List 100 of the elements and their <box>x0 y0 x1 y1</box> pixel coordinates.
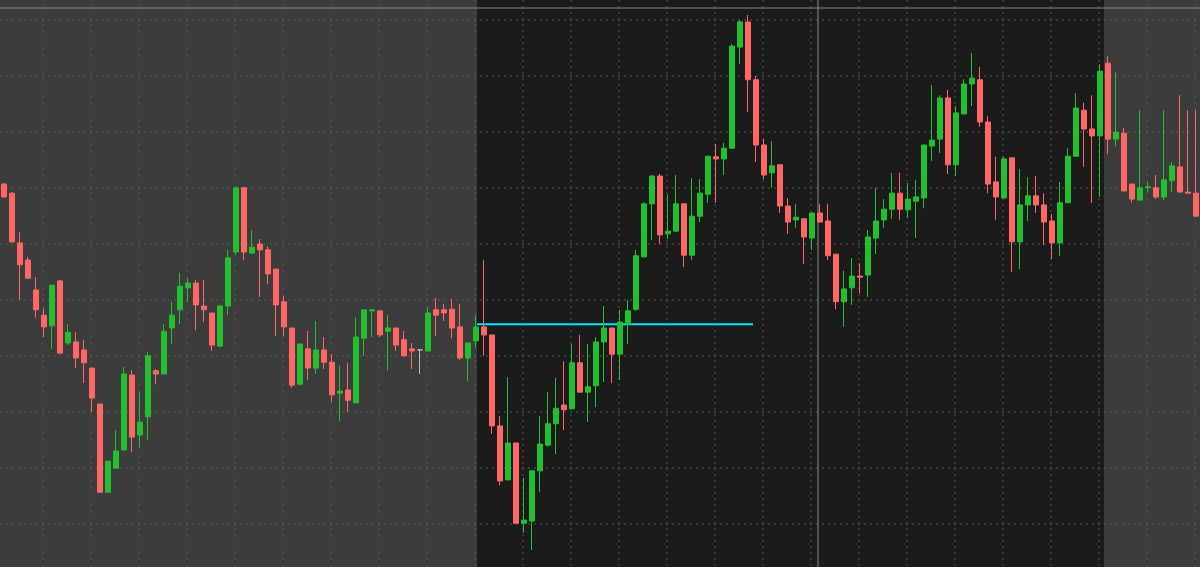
candlestick <box>1185 109 1191 194</box>
candlestick <box>1177 94 1183 193</box>
candlestick <box>593 336 599 408</box>
candlestick <box>433 297 439 337</box>
candlestick <box>681 203 687 268</box>
candlestick <box>65 323 71 346</box>
candlestick <box>481 259 487 357</box>
candlestick <box>177 272 183 325</box>
candlestick <box>569 343 575 410</box>
candlestick <box>457 303 463 361</box>
candlestick <box>321 336 327 370</box>
candlestick <box>185 277 191 303</box>
candlestick <box>1041 192 1047 246</box>
candlestick <box>825 203 831 261</box>
candlestick <box>513 442 519 524</box>
candlestick <box>329 353 335 403</box>
candlestick <box>1137 109 1143 201</box>
candlestick <box>641 201 647 259</box>
candlestick <box>873 187 879 255</box>
candlestick <box>849 257 855 306</box>
candlestick <box>113 429 119 469</box>
candlestick <box>985 115 991 194</box>
candlestick <box>673 174 679 233</box>
candlestick <box>777 164 783 214</box>
candlestick <box>809 212 815 251</box>
candlestick <box>585 343 591 423</box>
candlestick <box>153 368 159 385</box>
candlestick <box>1121 127 1127 192</box>
candlestick <box>705 155 711 204</box>
candlestick <box>841 270 847 328</box>
candlestick <box>105 460 111 493</box>
candlestick <box>977 66 983 128</box>
candlestick <box>1169 161 1175 193</box>
candlestick <box>257 238 263 298</box>
candlestick <box>857 262 863 294</box>
candlestick <box>225 249 231 316</box>
candlestick <box>817 203 823 223</box>
candlestick <box>417 349 423 375</box>
candlestick <box>609 327 615 384</box>
candlestick <box>921 144 927 209</box>
candlestick <box>649 174 655 241</box>
candlestick <box>601 305 607 383</box>
candlestick <box>617 309 623 381</box>
candlestick <box>1161 109 1167 201</box>
candlestick <box>489 334 495 435</box>
candlestick <box>377 310 383 338</box>
candlestick <box>1153 174 1159 200</box>
candlestick <box>713 143 719 204</box>
candlestick <box>953 105 959 177</box>
candlestick <box>41 307 47 338</box>
candlestick <box>73 331 79 369</box>
candlestick <box>537 415 543 493</box>
candlestick <box>505 376 511 481</box>
candlestick <box>745 14 751 113</box>
candlestick <box>769 140 775 189</box>
candlestick <box>249 229 255 255</box>
candlestick <box>625 299 631 345</box>
candlestick <box>425 306 431 352</box>
candlestick <box>1049 213 1055 260</box>
candlestick <box>1017 168 1023 270</box>
candlestick <box>969 52 975 107</box>
candlestick <box>449 298 455 339</box>
candlestick <box>993 156 999 221</box>
candlestick <box>529 470 535 551</box>
candlestick <box>721 142 727 176</box>
candlestick <box>697 178 703 223</box>
candlestick <box>577 334 583 393</box>
candlestick <box>1009 157 1015 273</box>
candlestick <box>281 295 287 337</box>
candlestick <box>657 173 663 245</box>
candlestick <box>353 317 359 404</box>
candlestick <box>145 351 151 441</box>
candlestick <box>1057 181 1063 257</box>
candlestick <box>961 78 967 115</box>
candlestick <box>833 253 839 310</box>
candlestick <box>785 197 791 235</box>
candlestick <box>137 391 143 449</box>
candlestick <box>801 218 807 265</box>
candlestick <box>521 477 527 534</box>
candlestick <box>393 327 399 352</box>
candlestick <box>409 342 415 370</box>
candlestick <box>1 182 7 199</box>
candlestick <box>313 320 319 375</box>
candlestick <box>729 43 735 149</box>
candlestick <box>881 198 887 229</box>
candlestick <box>1193 109 1199 217</box>
candlestick <box>1089 94 1095 204</box>
candlestick <box>289 327 295 389</box>
candlestick <box>913 179 919 239</box>
candlestick <box>1065 147 1071 204</box>
candlestick <box>265 245 271 285</box>
candlestick <box>17 231 23 301</box>
candlestick <box>1097 63 1103 198</box>
candlestick <box>361 309 367 357</box>
candlestick <box>369 309 375 338</box>
candlestick <box>1113 71 1119 147</box>
candlestick <box>193 279 199 331</box>
candlestick <box>89 367 95 413</box>
candlestick <box>689 177 695 261</box>
candlestick <box>753 75 759 163</box>
